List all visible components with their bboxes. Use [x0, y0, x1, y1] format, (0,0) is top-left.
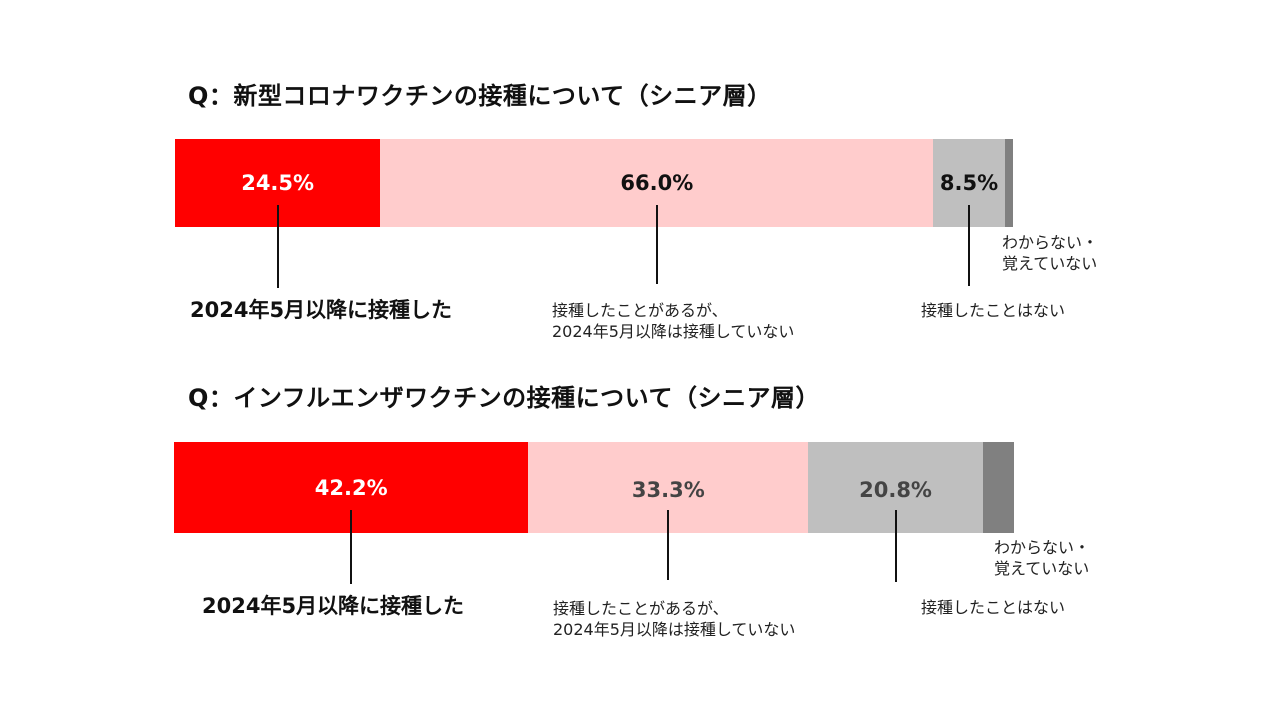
leader-line	[968, 205, 970, 286]
data-label: 20.8%	[859, 477, 932, 502]
category-label: 接種したことがあるが、 2024年5月以降は接種していない	[553, 599, 796, 639]
category-label: わからない・ 覚えていない	[1002, 233, 1099, 273]
category-label: 2024年5月以降に接種した	[190, 298, 453, 322]
leader-line	[894, 509, 897, 582]
leader-line	[655, 205, 658, 284]
data-label: 42.2%	[314, 475, 388, 500]
leader-line	[350, 509, 353, 584]
category-label: 接種したことはない	[921, 598, 1066, 617]
category-label: 2024年5月以降に接種した	[202, 594, 465, 618]
data-label: 24.5%	[241, 171, 315, 195]
bar-segment	[1004, 139, 1013, 227]
data-label: 33.3%	[631, 477, 705, 502]
category-label: 接種したことがあるが、 2024年5月以降は接種していない	[552, 301, 795, 341]
data-label: 66.0%	[620, 171, 694, 195]
leader-line	[276, 205, 279, 288]
category-label: わからない・ 覚えていない	[994, 538, 1091, 578]
category-label: 接種したことはない	[921, 301, 1066, 320]
chart-title-influenza: Q：インフルエンザワクチンの接種について（シニア層）	[188, 384, 820, 412]
leader-line	[667, 509, 670, 580]
data-label: 8.5%	[939, 171, 999, 195]
chart-title-covid: Q：新型コロナワクチンの接種について（シニア層）	[188, 82, 772, 110]
bar-segment	[982, 442, 1014, 533]
